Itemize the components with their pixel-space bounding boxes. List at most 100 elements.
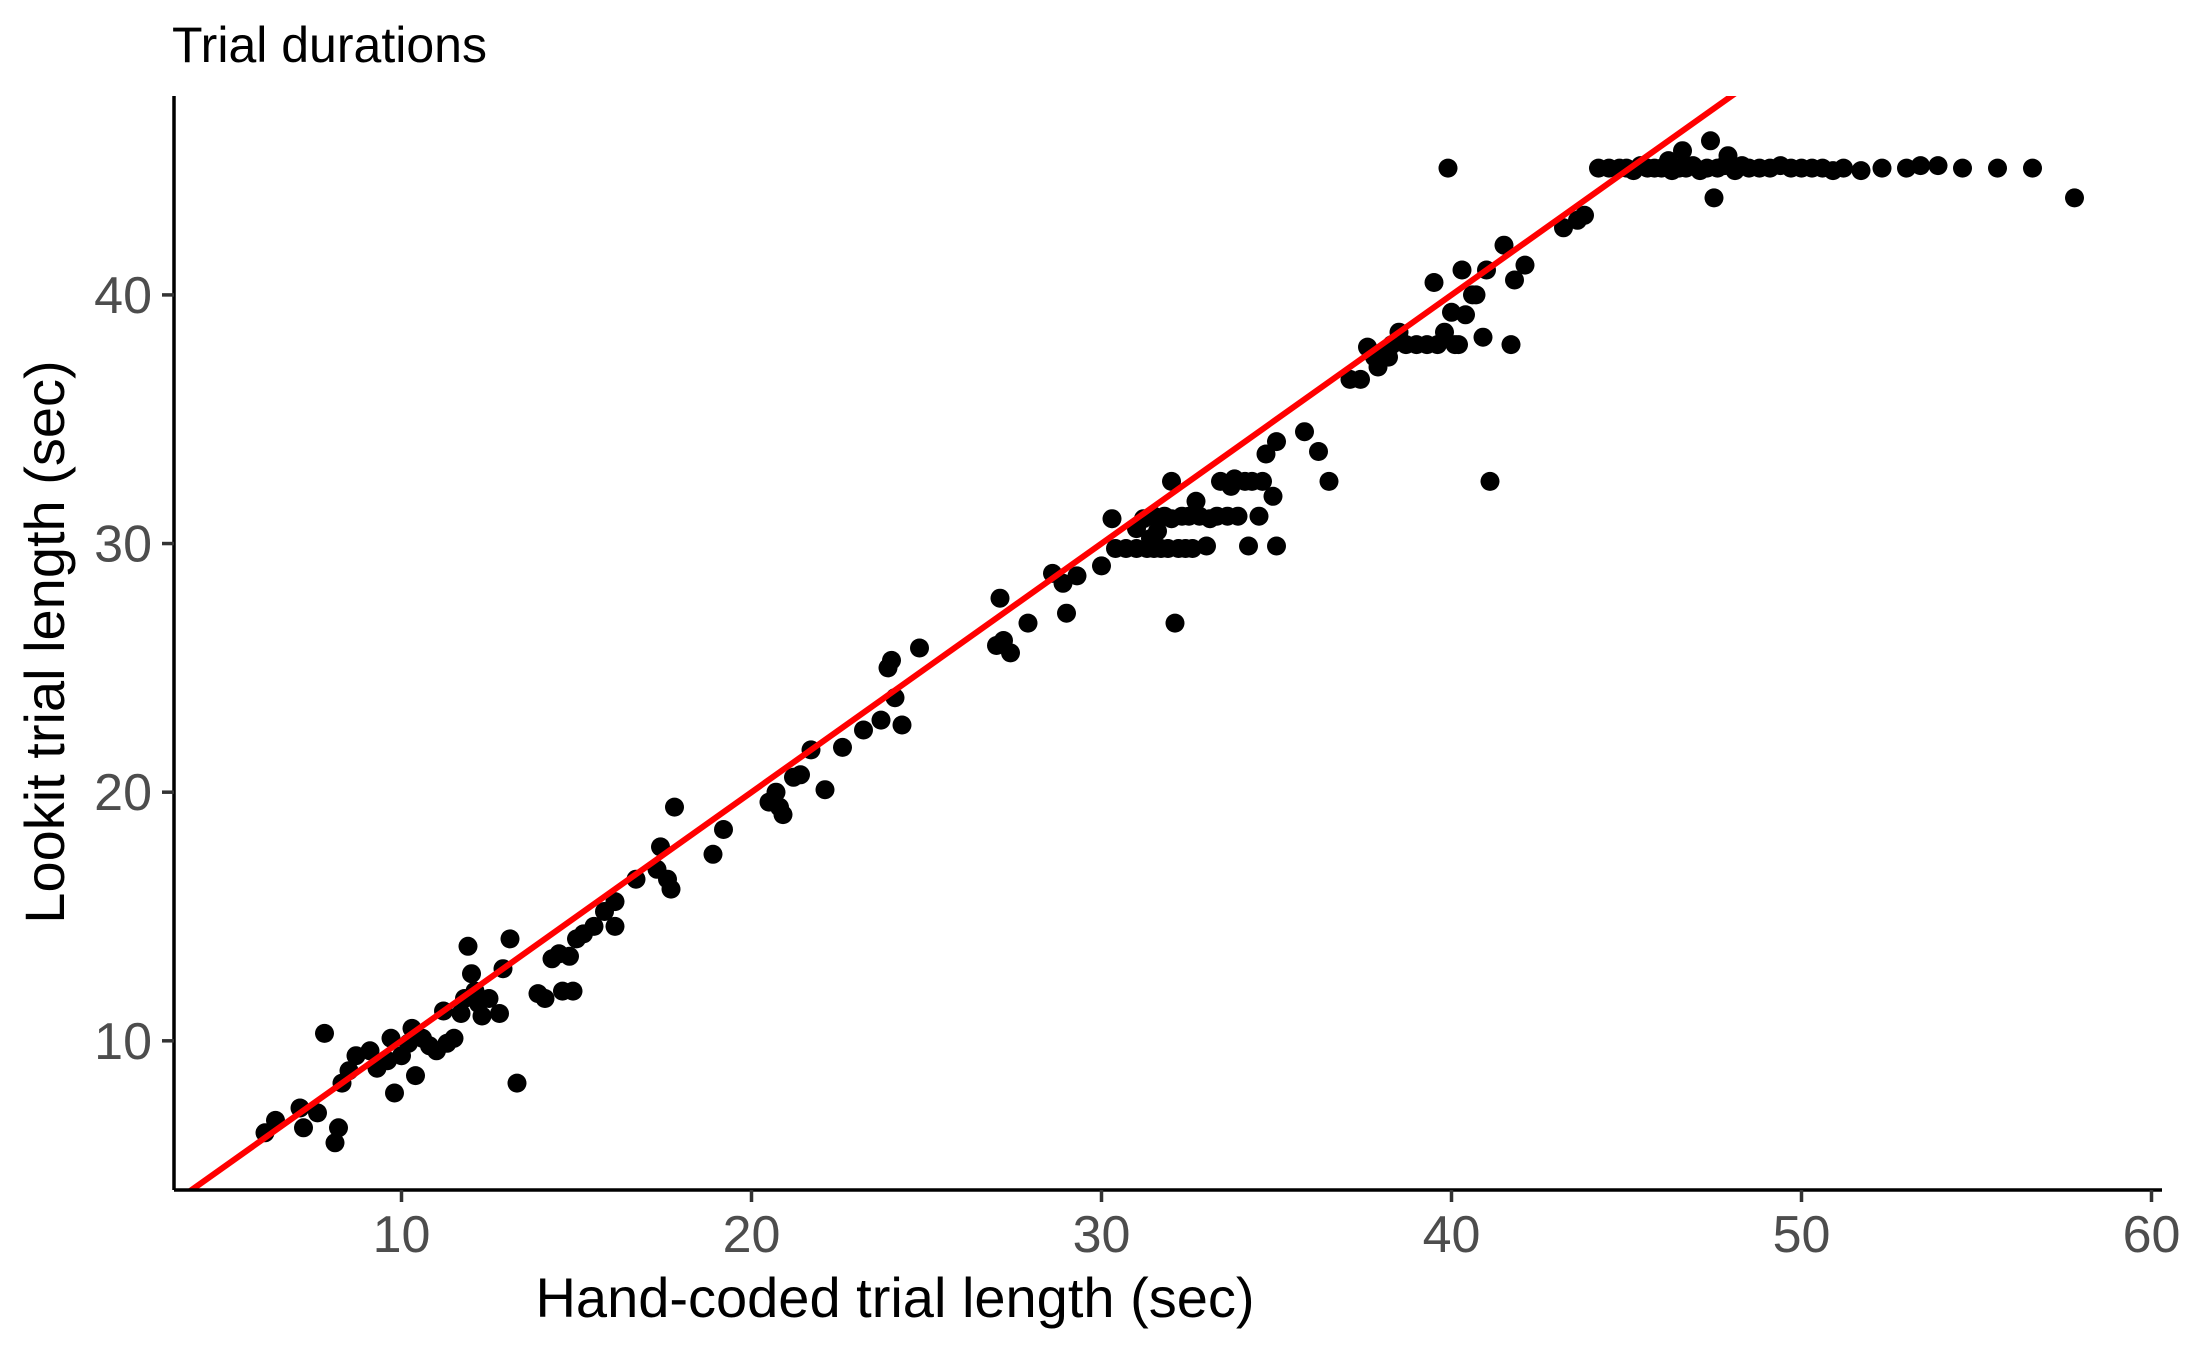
chart-title: Trial durations [172, 17, 487, 73]
data-point [1515, 255, 1535, 275]
data-point [1309, 442, 1328, 461]
data-point [2065, 188, 2084, 208]
data-point [1575, 205, 1594, 225]
data-point [1953, 158, 1972, 178]
data-point [1897, 158, 1916, 178]
y-tick-label: 30 [94, 516, 152, 574]
data-point [1911, 156, 1930, 176]
data-point [490, 1004, 509, 1023]
data-point [1851, 161, 1871, 181]
data-point [703, 844, 723, 864]
data-point [1067, 566, 1087, 586]
data-point [791, 765, 810, 785]
data-point [1249, 506, 1269, 526]
data-point [1197, 536, 1216, 556]
data-point [1834, 158, 1853, 178]
data-point [1263, 486, 1283, 506]
data-point [500, 929, 520, 949]
data-point [444, 1028, 464, 1048]
data-point [563, 981, 583, 1001]
data-point [605, 916, 625, 936]
data-point [661, 879, 681, 899]
data-point [462, 964, 481, 984]
data-point [1449, 335, 1468, 355]
data-point [360, 1041, 380, 1061]
data-point [1351, 369, 1370, 389]
data-point [458, 936, 478, 956]
data-point [406, 1066, 425, 1086]
x-axis-ticks: 10 20 30 40 50 60 [373, 1190, 2181, 1264]
data-point [1319, 471, 1339, 491]
data-point [1473, 327, 1493, 347]
data-point [1505, 270, 1524, 290]
data-point [1183, 539, 1202, 558]
data-point [1053, 573, 1073, 593]
data-point [766, 782, 786, 802]
data-point [1704, 188, 1724, 208]
data-point [1092, 556, 1111, 576]
data-point [1148, 521, 1167, 541]
data-point [1442, 302, 1461, 322]
data-point [294, 1118, 313, 1138]
x-tick-label: 60 [2123, 1206, 2181, 1264]
data-point [1267, 432, 1286, 452]
data-point [605, 892, 625, 912]
data-point [1452, 260, 1472, 280]
data-point [1001, 643, 1020, 663]
data-point [833, 737, 852, 757]
y-tick-label: 20 [94, 764, 152, 822]
data-point [1501, 335, 1521, 355]
x-tick-label: 40 [1423, 1206, 1481, 1264]
data-point [1988, 158, 2007, 178]
data-point [507, 1073, 527, 1093]
data-point [1186, 491, 1206, 511]
data-point [1480, 471, 1500, 491]
data-point [1438, 158, 1458, 178]
data-point [882, 650, 901, 670]
data-point [714, 820, 733, 839]
data-point [451, 1004, 471, 1023]
x-tick-label: 20 [723, 1206, 781, 1264]
data-point [535, 989, 555, 1008]
data-point [773, 805, 793, 825]
data-point [1295, 422, 1314, 442]
data-point [315, 1023, 334, 1043]
data-point [1466, 285, 1486, 305]
data-point [1253, 471, 1272, 491]
data-point [1701, 131, 1720, 151]
x-axis-title: Hand-coded trial length (sec) [535, 1266, 1254, 1329]
y-axis-ticks: 10 20 30 40 [94, 267, 174, 1071]
data-point [1928, 156, 1948, 176]
data-point [910, 638, 929, 658]
data-point [1162, 471, 1181, 491]
data-point [1456, 305, 1475, 325]
data-point [871, 710, 891, 730]
data-point [1057, 603, 1076, 623]
y-axis-title: Lookit trial length (sec) [13, 360, 76, 923]
data-point [329, 1118, 348, 1138]
x-tick-label: 10 [373, 1206, 431, 1264]
data-point [584, 916, 604, 936]
data-point [815, 780, 835, 800]
data-point [1228, 506, 1248, 526]
data-point [1872, 158, 1892, 178]
data-point [479, 989, 499, 1008]
data-point [1256, 444, 1276, 464]
data-point [1435, 322, 1454, 342]
data-point [1554, 218, 1573, 238]
data-point [1424, 273, 1444, 292]
fit-line-layer [186, 96, 1737, 1190]
data-point [665, 797, 684, 817]
data-point [1267, 536, 1286, 556]
data-point [308, 1103, 327, 1123]
data-point [892, 715, 912, 735]
x-tick-label: 50 [1773, 1206, 1831, 1264]
y-tick-label: 10 [94, 1013, 152, 1071]
data-point [1494, 235, 1514, 255]
data-point [2023, 158, 2042, 178]
y-tick-label: 40 [94, 267, 152, 325]
data-point [1018, 613, 1038, 633]
data-point [1239, 536, 1258, 556]
data-point [1165, 613, 1185, 633]
